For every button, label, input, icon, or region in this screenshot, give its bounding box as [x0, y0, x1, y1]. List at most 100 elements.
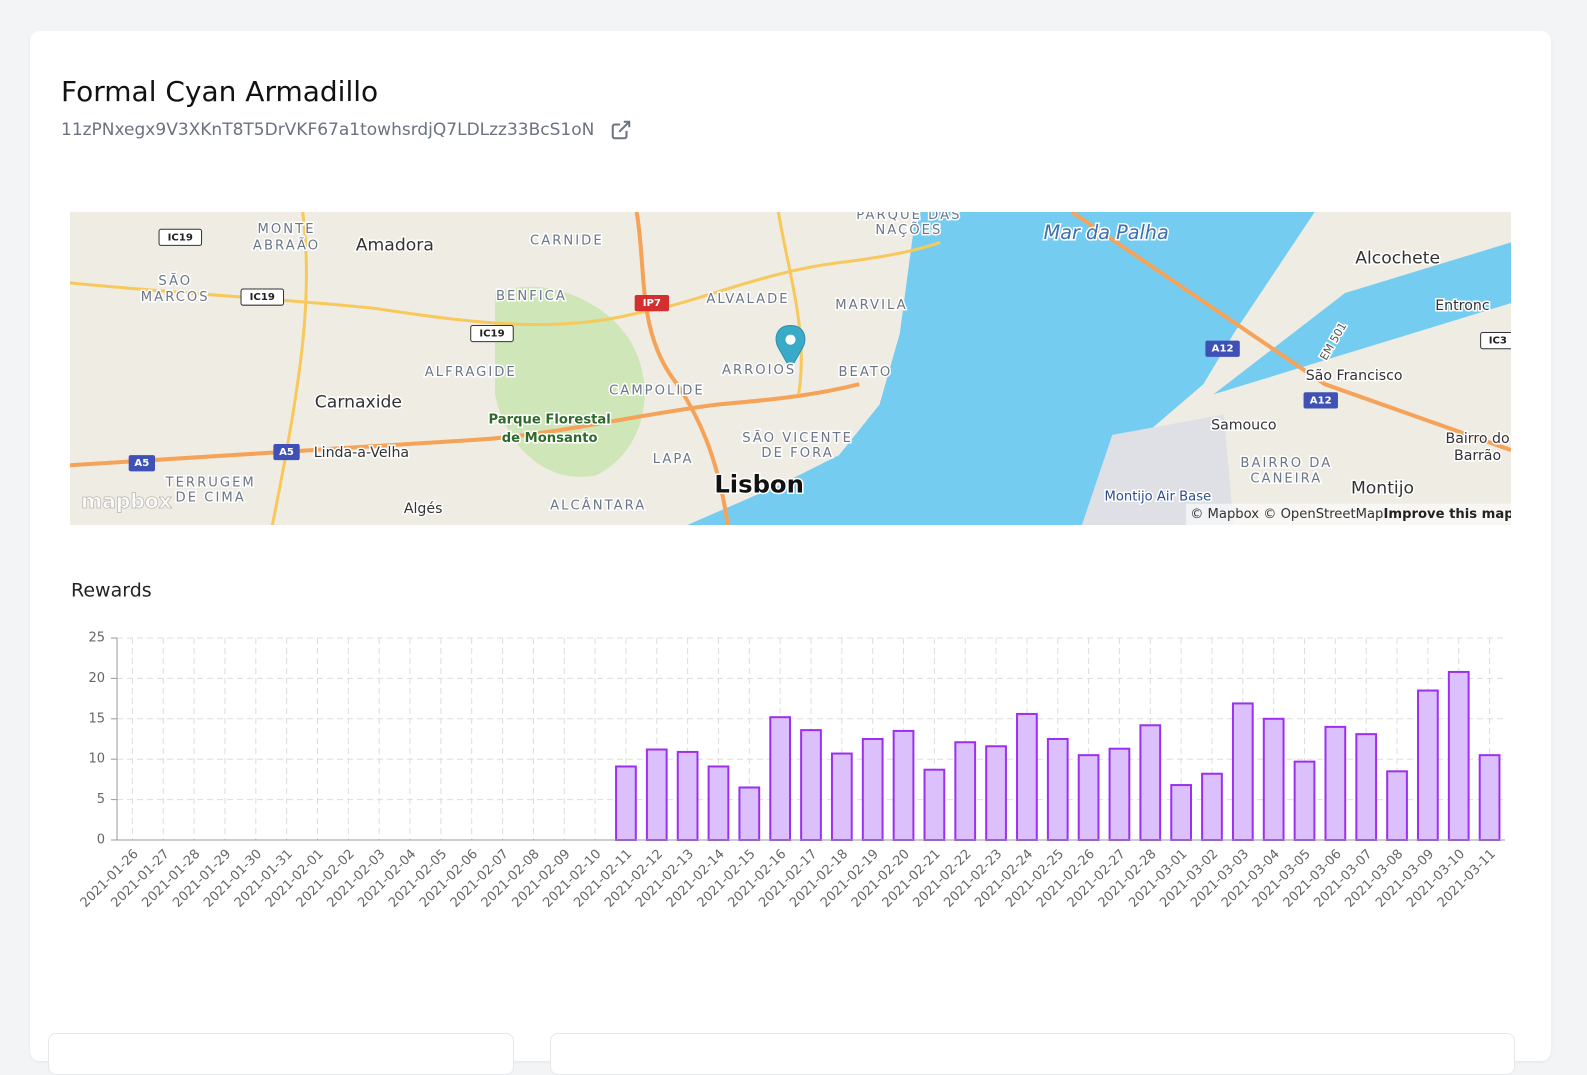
- place-label: Samouco: [1211, 418, 1276, 434]
- road-shield: [158, 228, 203, 246]
- place-label: LAPA: [653, 452, 694, 467]
- place-label: de Monsanto: [502, 431, 598, 446]
- attribution[interactable]: © Mapbox © OpenStreetMap: [1190, 507, 1383, 522]
- place-label: Montijo: [1351, 479, 1414, 499]
- road-label: A5: [134, 458, 149, 469]
- road-shield: [128, 455, 156, 472]
- road-label: IP7: [643, 298, 661, 309]
- bar: [645, 748, 668, 841]
- y-tick-label: 20: [88, 671, 105, 686]
- water: [1213, 242, 1511, 395]
- road-label: A12: [1212, 344, 1234, 355]
- place-label: Entronc: [1435, 298, 1489, 314]
- place-label: DE CIMA: [176, 491, 246, 506]
- bar: [676, 750, 699, 841]
- bar: [954, 741, 977, 841]
- external-link-icon[interactable]: [610, 119, 632, 141]
- bar: [1016, 712, 1038, 841]
- place-label: ABRAÃO: [253, 236, 320, 253]
- bar: [1077, 754, 1100, 841]
- improve-map[interactable]: Improve this map: [1383, 507, 1511, 522]
- road-label: IC3: [1489, 336, 1507, 347]
- place-label: SÃO: [158, 272, 192, 289]
- road-shield: [1205, 340, 1240, 357]
- place-label: Carnaxide: [315, 392, 402, 412]
- place-label: Montijo Air Base: [1104, 490, 1211, 505]
- place-label: Algés: [404, 501, 443, 517]
- place-label: MARCOS: [141, 290, 210, 305]
- bar: [1324, 725, 1347, 842]
- road: [634, 212, 730, 525]
- bar: [769, 716, 792, 842]
- road: [70, 382, 860, 468]
- bar: [1417, 689, 1439, 841]
- bar: [923, 768, 946, 841]
- mapbox-logo[interactable]: mapbox: [81, 489, 172, 514]
- tab-panel: [48, 1033, 514, 1075]
- address-row: 11zPNxegx9V3XKnT8T5DrVKF67a1towhsrdjQ7LD…: [61, 119, 632, 141]
- place-label: ALFRAGIDE: [425, 365, 517, 380]
- hotspot-card: Formal Cyan Armadillo 11zPNxegx9V3XKnT8T…: [30, 31, 1551, 1075]
- y-tick-label: 25: [88, 631, 105, 646]
- bar: [1293, 760, 1316, 841]
- road-shield: [240, 288, 285, 306]
- road-shield: [273, 443, 300, 461]
- bar: [1478, 754, 1501, 841]
- place-label: TERRUGEM: [165, 475, 256, 490]
- bar: [1139, 724, 1162, 842]
- place-label: Bairro do: [1446, 431, 1510, 447]
- place-label: MONTE: [258, 222, 316, 237]
- y-tick-label: 10: [88, 752, 105, 767]
- water: [687, 212, 1315, 525]
- place-label: ARROIOS: [722, 363, 796, 378]
- bar: [615, 765, 637, 841]
- place-label: DE FORA: [761, 446, 833, 461]
- road: [270, 212, 309, 525]
- road-shield: [634, 295, 670, 312]
- bar: [1108, 747, 1131, 841]
- place-label: Lisbon: [714, 469, 804, 498]
- road-shield: [470, 324, 514, 343]
- place-label: NAÇÕES: [875, 221, 942, 238]
- place-label: Barrão: [1454, 448, 1501, 464]
- place-label: BENFICA: [496, 289, 567, 304]
- road-shield: [1480, 332, 1511, 350]
- info-panel: [550, 1033, 1515, 1075]
- place-label: MARVILA: [835, 298, 907, 313]
- bar: [892, 729, 915, 841]
- bridge-road: [1070, 212, 1511, 452]
- place-label: ALVALADE: [706, 292, 789, 307]
- road: [776, 212, 803, 395]
- place-label: São Francisco: [1306, 368, 1403, 384]
- road-label: IC19: [479, 329, 504, 340]
- map[interactable]: mapbox © Mapbox © OpenStreetMap Improve …: [70, 212, 1511, 525]
- road-label: A12: [1310, 395, 1332, 406]
- road-label: IC19: [250, 292, 275, 303]
- place-label: CARNIDE: [530, 233, 604, 248]
- place-label: PARQUE DAS: [856, 212, 961, 223]
- bar: [985, 745, 1007, 841]
- bar: [1170, 784, 1193, 841]
- hotspot-name: Formal Cyan Armadillo: [61, 75, 379, 108]
- address: 11zPNxegx9V3XKnT8T5DrVKF67a1towhsrdjQ7LD…: [61, 120, 595, 140]
- place-label: BEATO: [838, 365, 892, 380]
- place-label: Parque Florestal: [488, 413, 610, 428]
- place-label: Alcochete: [1355, 249, 1440, 269]
- place-label: BAIRRO DA: [1240, 456, 1332, 471]
- road-label: A5: [279, 447, 294, 458]
- park: [495, 286, 645, 477]
- bar: [1386, 770, 1408, 842]
- bar: [830, 752, 853, 842]
- y-tick-label: 15: [88, 711, 105, 726]
- place-label: CANEIRA: [1250, 471, 1322, 486]
- bar: [707, 765, 730, 841]
- chart-title: Rewards: [71, 580, 152, 602]
- road-label: IC19: [168, 232, 193, 243]
- place-label: Linda-a-Velha: [314, 445, 409, 461]
- road-shield: [1303, 392, 1338, 409]
- place-label: SÃO VICENTE: [742, 429, 853, 446]
- marker[interactable]: [775, 324, 806, 371]
- attribution-box: [1186, 503, 1511, 525]
- bar: [1355, 733, 1378, 841]
- bar: [1262, 717, 1285, 841]
